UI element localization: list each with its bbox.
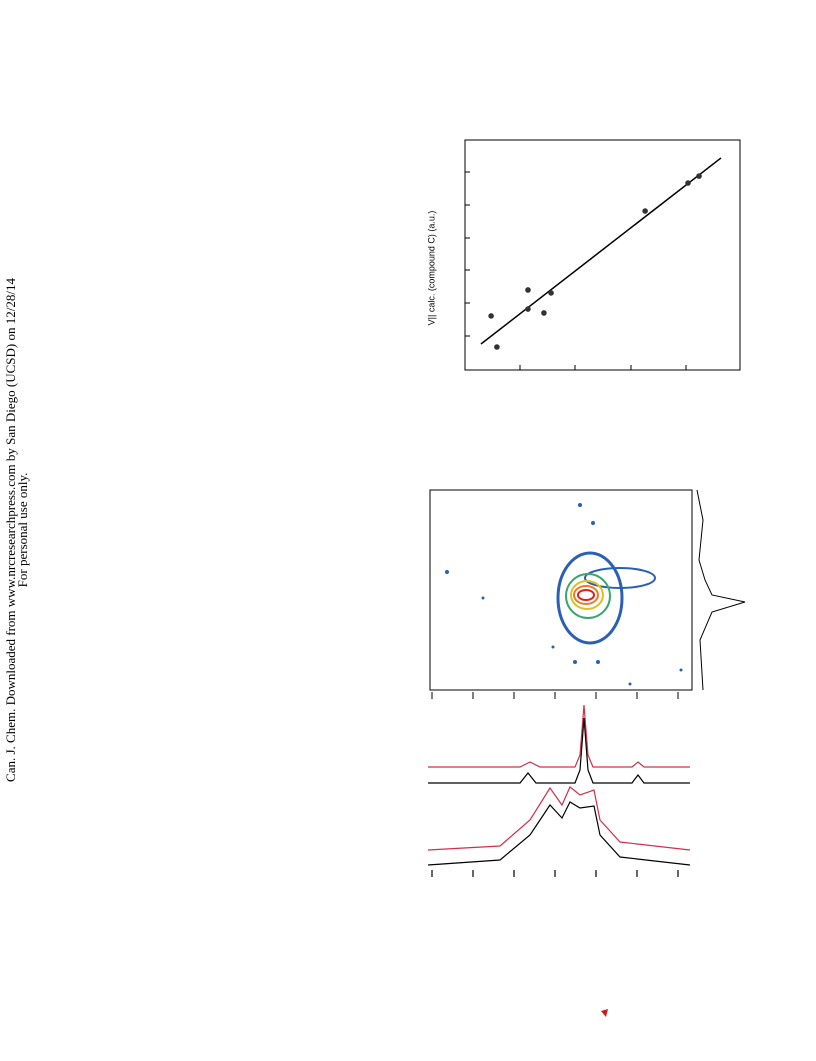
point (642, 208, 648, 214)
spectra (427, 704, 691, 877)
point (525, 287, 531, 293)
watermark-line2: For personal use only. (15, 473, 30, 588)
point (696, 173, 702, 179)
point (541, 310, 547, 316)
point (488, 313, 494, 319)
contour-plot (429, 489, 746, 699)
scatter-plot: V|| calc. (compound C) (a.u.) (426, 139, 741, 371)
point (494, 344, 500, 350)
y-axis-label: V|| calc. (compound C) (a.u.) (426, 211, 436, 326)
fit-line (480, 157, 722, 345)
plot-frame (464, 139, 741, 371)
point (685, 180, 691, 186)
watermark-line1: Can. J. Chem. Downloaded from www.nrcres… (3, 278, 18, 782)
tick-marks (465, 171, 687, 370)
point (548, 290, 554, 296)
point (525, 306, 531, 312)
icon (601, 1009, 608, 1017)
